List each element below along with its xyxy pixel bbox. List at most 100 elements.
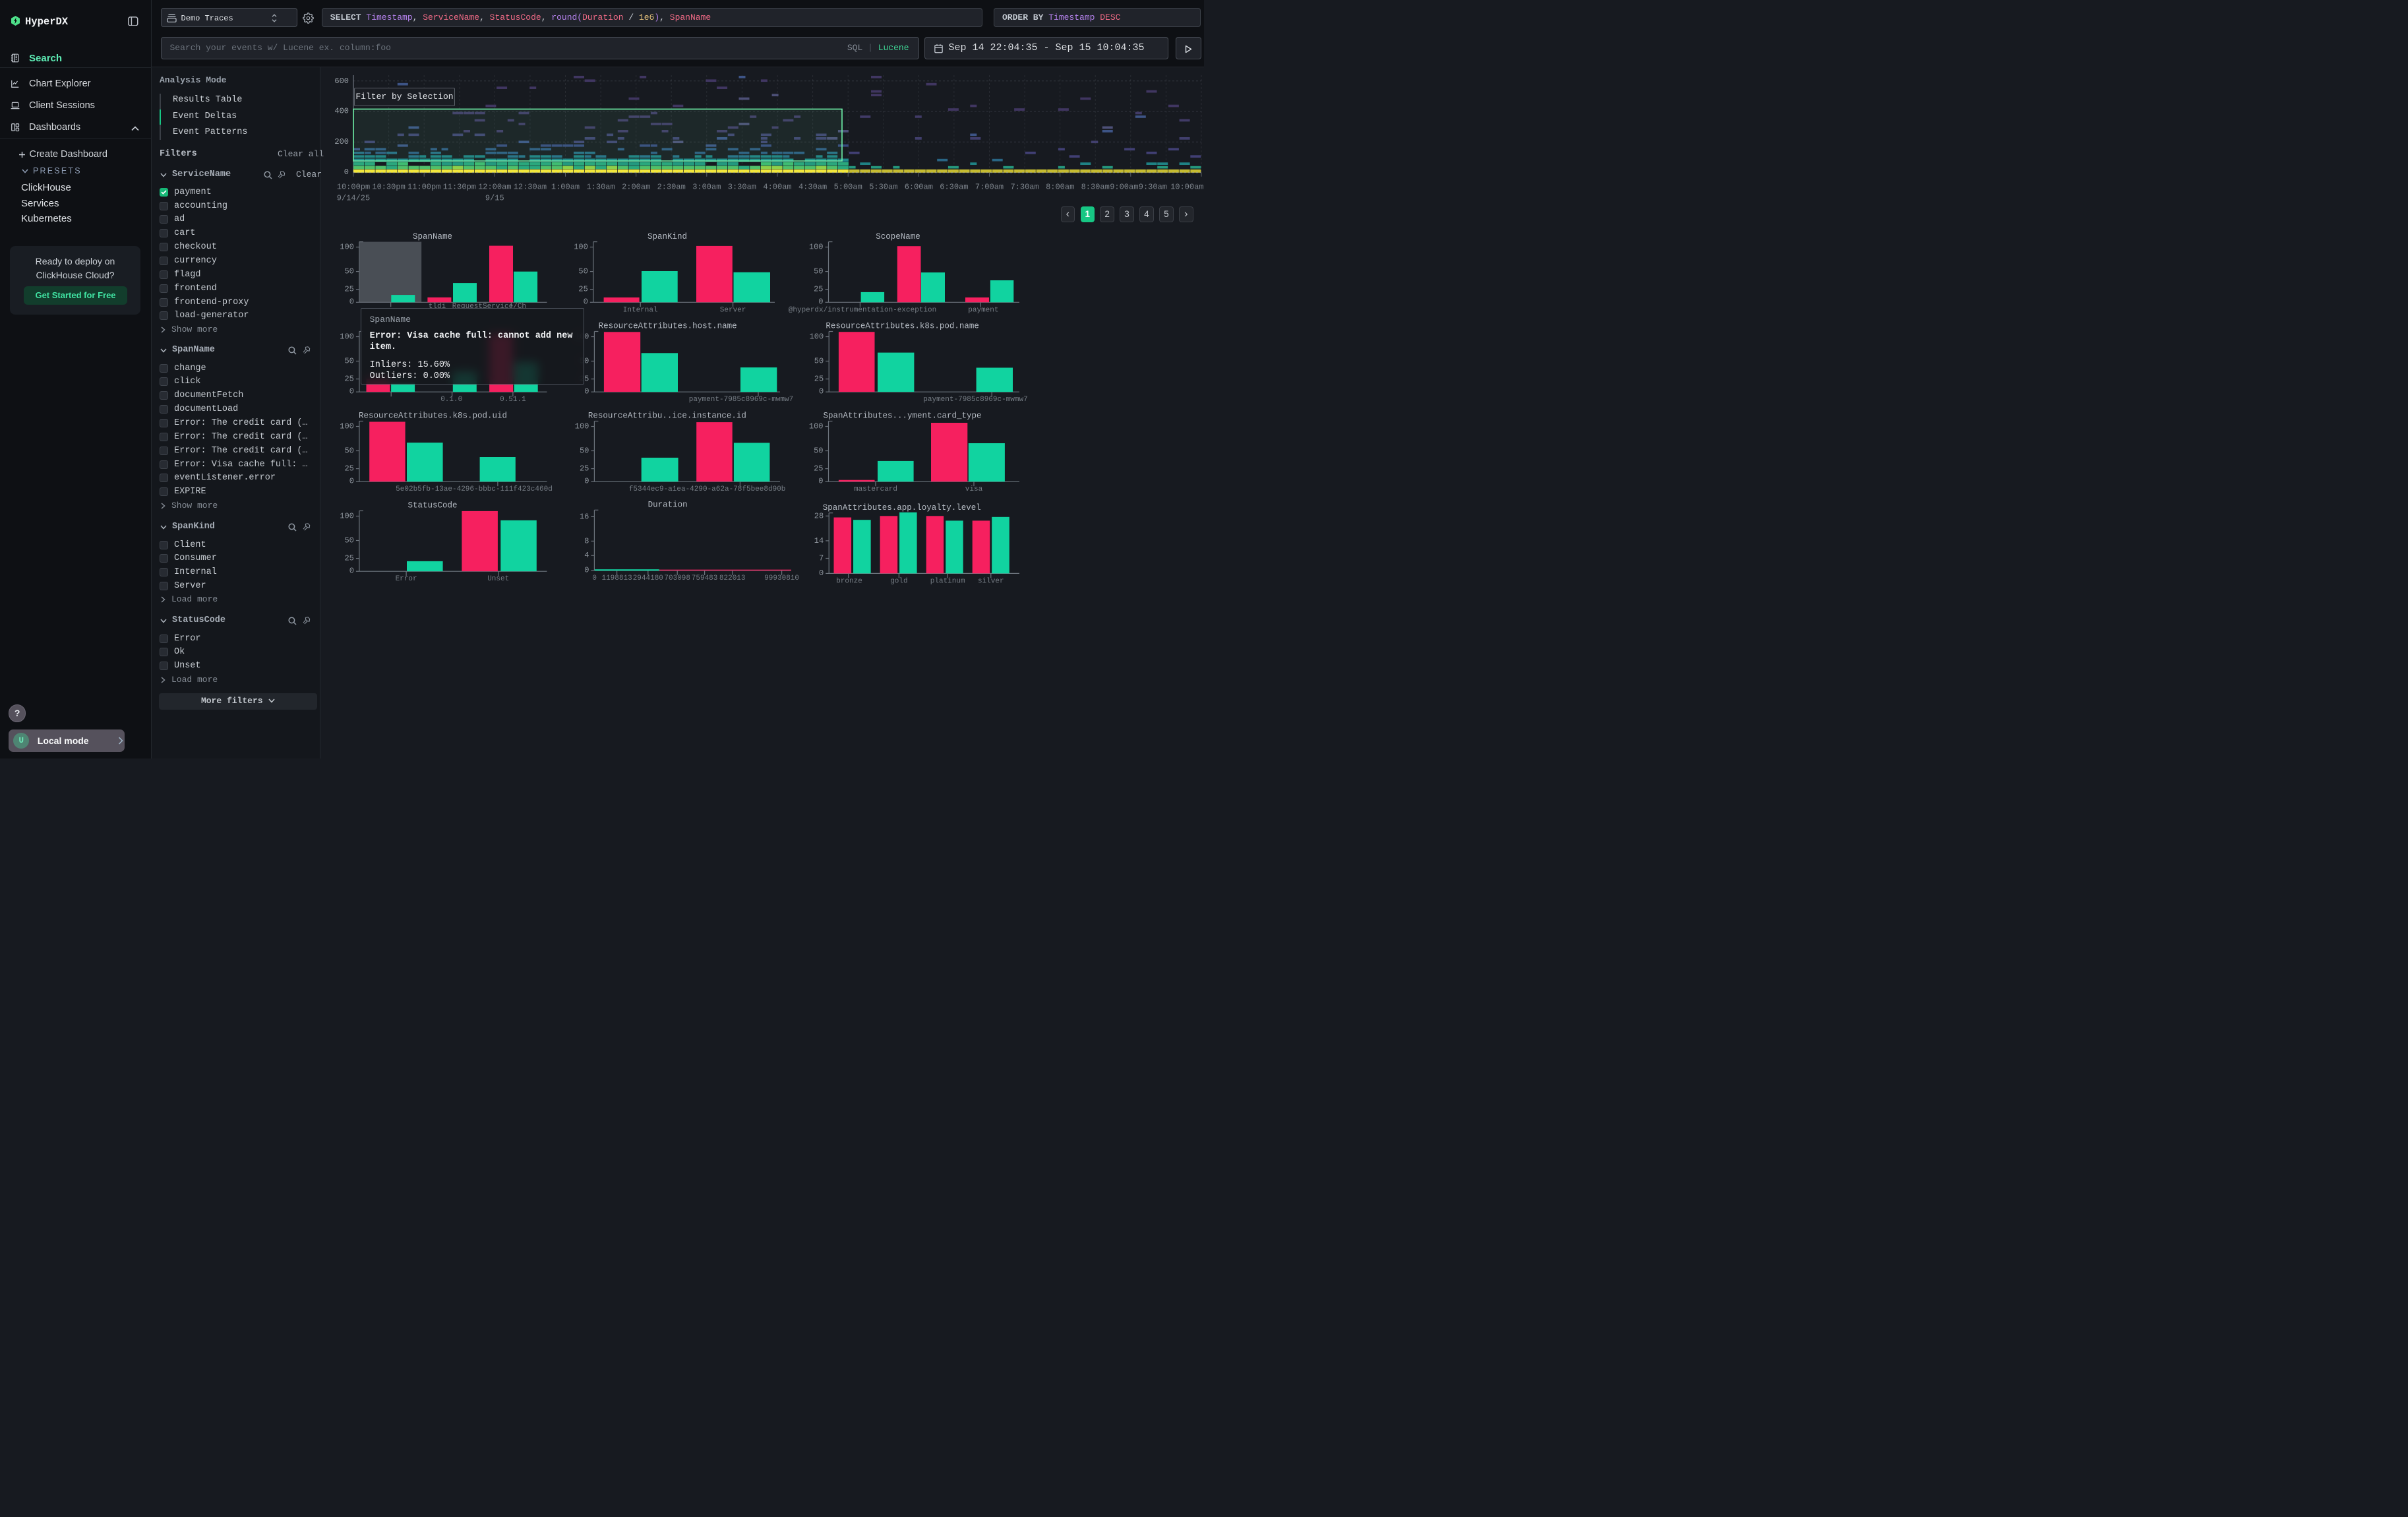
svg-text:0: 0 [584, 387, 589, 396]
svg-text:payment: payment [968, 306, 998, 314]
svg-text:100: 100 [575, 422, 589, 431]
svg-text:0.1.0: 0.1.0 [440, 396, 462, 404]
svg-text:gold: gold [890, 577, 907, 585]
svg-text:ResourceAttributes.k8s.pod.uid: ResourceAttributes.k8s.pod.uid [359, 412, 507, 421]
svg-text:25: 25 [344, 375, 353, 384]
svg-text:0: 0 [584, 477, 589, 486]
svg-text:10:30pm: 10:30pm [372, 183, 405, 192]
svg-text:100: 100 [809, 243, 824, 252]
svg-text:payment-7985c8969c-mwmw7: payment-7985c8969c-mwmw7 [923, 396, 1027, 404]
svg-text:11:30pm: 11:30pm [443, 183, 476, 192]
svg-text:8:00am: 8:00am [1046, 183, 1074, 192]
svg-text:ResourceAttributes.k8s.pod.nam: ResourceAttributes.k8s.pod.name [826, 322, 979, 331]
svg-text:12:30am: 12:30am [514, 183, 547, 192]
svg-text:50: 50 [814, 447, 823, 456]
svg-text:100: 100 [340, 512, 354, 521]
svg-text:ResourceAttribu..ice.instance.: ResourceAttribu..ice.instance.id [588, 412, 746, 421]
svg-text:3:00am: 3:00am [692, 183, 721, 192]
svg-text:0: 0 [819, 569, 824, 578]
svg-text:StatusCode: StatusCode [407, 501, 457, 511]
svg-text:50: 50 [344, 267, 353, 276]
svg-text:100: 100 [809, 422, 824, 431]
svg-text:99930810: 99930810 [764, 574, 799, 582]
svg-text:9/14/25: 9/14/25 [337, 194, 370, 203]
svg-text:SpanName: SpanName [413, 232, 452, 241]
svg-text:50: 50 [344, 447, 353, 456]
svg-text:100: 100 [340, 243, 354, 252]
svg-text:50: 50 [344, 357, 353, 366]
svg-text:Internal: Internal [623, 306, 658, 314]
svg-text:bronze: bronze [836, 577, 862, 585]
svg-text:50: 50 [814, 357, 824, 366]
svg-text:822013: 822013 [719, 574, 746, 582]
svg-text:7: 7 [819, 554, 824, 563]
svg-text:12:00am: 12:00am [478, 183, 511, 192]
svg-text:11:00pm: 11:00pm [407, 183, 440, 192]
svg-text:25: 25 [578, 285, 587, 294]
svg-text:50: 50 [344, 536, 353, 545]
svg-text:100: 100 [810, 332, 824, 342]
svg-text:1:00am: 1:00am [551, 183, 580, 192]
svg-text:14: 14 [814, 536, 824, 545]
svg-text:0: 0 [349, 477, 354, 486]
svg-text:50: 50 [578, 267, 587, 276]
svg-text:2:30am: 2:30am [657, 183, 686, 192]
svg-text:Duration: Duration [648, 501, 688, 510]
svg-text:50: 50 [580, 447, 589, 456]
svg-text:5:30am: 5:30am [869, 183, 897, 192]
svg-text:7:00am: 7:00am [975, 183, 1004, 192]
svg-text:0: 0 [584, 297, 588, 307]
svg-text:Unset: Unset [487, 575, 509, 583]
svg-text:0: 0 [818, 297, 823, 307]
svg-text:6:30am: 6:30am [940, 183, 968, 192]
svg-text:2:00am: 2:00am [622, 183, 650, 192]
svg-text:25: 25 [814, 464, 823, 474]
svg-text:100: 100 [340, 422, 354, 431]
svg-text:16: 16 [580, 512, 589, 521]
svg-text:Error: Error [396, 575, 417, 583]
svg-text:25: 25 [580, 464, 589, 474]
svg-text:4: 4 [584, 551, 589, 560]
svg-text:0: 0 [584, 565, 589, 574]
svg-text:2944180: 2944180 [633, 574, 663, 582]
svg-text:SpanKind: SpanKind [647, 232, 687, 241]
svg-text:10:00pm: 10:00pm [337, 183, 370, 192]
svg-text:9:30am: 9:30am [1139, 183, 1167, 192]
svg-text:0: 0 [819, 387, 824, 396]
svg-text:0: 0 [349, 567, 354, 576]
svg-text:0.51.1: 0.51.1 [500, 396, 526, 404]
svg-text:10:00am: 10:00am [1170, 183, 1203, 192]
svg-text:4:30am: 4:30am [798, 183, 827, 192]
svg-text:25: 25 [344, 554, 353, 563]
svg-text:9:00am: 9:00am [1110, 183, 1138, 192]
svg-text:5:00am: 5:00am [834, 183, 862, 192]
svg-text:visa: visa [965, 485, 983, 493]
svg-text:silver: silver [978, 577, 1004, 585]
svg-text:0: 0 [592, 574, 597, 582]
svg-text:0: 0 [818, 477, 823, 486]
svg-text:6:00am: 6:00am [905, 183, 933, 192]
svg-text:9/15: 9/15 [485, 194, 504, 203]
svg-text:payment-7985c8969c-mwmw7: payment-7985c8969c-mwmw7 [689, 396, 793, 404]
svg-text:platinum: platinum [930, 577, 965, 585]
svg-text:7:30am: 7:30am [1010, 183, 1038, 192]
svg-text:SpanAttributes...yment.card_ty: SpanAttributes...yment.card_type [823, 412, 981, 421]
svg-text:200: 200 [334, 137, 349, 146]
svg-text:759483: 759483 [692, 574, 718, 582]
svg-text:25: 25 [814, 285, 823, 294]
svg-text:50: 50 [814, 267, 823, 276]
svg-text:ResourceAttributes.host.name: ResourceAttributes.host.name [599, 322, 737, 331]
svg-text:8: 8 [584, 536, 589, 545]
svg-text:@hyperdx/instrumentation-excep: @hyperdx/instrumentation-exception [789, 306, 936, 314]
svg-text:8:30am: 8:30am [1081, 183, 1110, 192]
svg-text:4:00am: 4:00am [763, 183, 791, 192]
svg-text:0: 0 [344, 168, 349, 177]
svg-text:1198813: 1198813 [601, 574, 632, 582]
svg-text:0: 0 [349, 387, 354, 396]
svg-text:ScopeName: ScopeName [876, 232, 920, 241]
svg-text:5e02b5fb-13ae-4296-bbbc-111f42: 5e02b5fb-13ae-4296-bbbc-111f423c460d [396, 485, 553, 493]
svg-text:25: 25 [344, 464, 353, 474]
svg-text:28: 28 [814, 511, 824, 520]
svg-text:400: 400 [334, 107, 349, 116]
svg-text:mastercard: mastercard [854, 485, 897, 493]
